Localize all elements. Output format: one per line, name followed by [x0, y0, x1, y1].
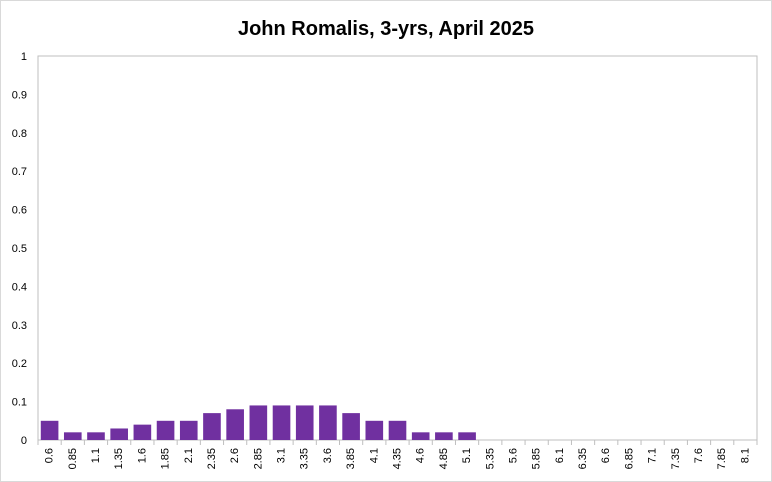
bar — [110, 428, 128, 440]
x-tick-label: 3.85 — [345, 448, 357, 469]
x-tick-label: 7.35 — [670, 448, 682, 469]
x-tick-label: 7.6 — [693, 448, 705, 463]
x-tick-label: 2.35 — [206, 448, 218, 469]
y-tick-label: 0.9 — [12, 89, 27, 101]
bar — [458, 432, 476, 440]
bar — [365, 420, 384, 440]
y-tick-label: 0.6 — [12, 205, 27, 217]
bar — [40, 420, 59, 440]
bar — [156, 420, 175, 440]
bar — [319, 405, 337, 440]
bar — [411, 432, 430, 440]
bar — [388, 420, 407, 440]
y-tick-label: 0.1 — [12, 397, 27, 409]
bar — [63, 432, 82, 440]
x-tick-label: 5.35 — [484, 448, 496, 469]
x-tick-label: 5.85 — [531, 448, 543, 469]
x-tick-label: 3.1 — [276, 448, 288, 463]
x-tick-label: 4.35 — [392, 448, 404, 469]
bar — [295, 405, 314, 440]
x-axis-labels: 0.6 0.85 1.1 1.35 1.6 1.85 2.1 2.35 2.6 2.85 3.1 3.… — [44, 448, 752, 469]
x-tick-label: 8.1 — [739, 448, 751, 463]
bar — [435, 432, 453, 440]
x-tick-label: 2.85 — [252, 448, 264, 469]
bar-series — [40, 405, 476, 440]
x-tick-label: 0.85 — [67, 448, 79, 469]
x-tick-label: 4.85 — [438, 448, 450, 469]
x-tick-label: 3.6 — [322, 448, 334, 463]
plot-area — [37, 55, 758, 441]
bar — [133, 424, 152, 440]
x-tick-label: 7.1 — [647, 448, 659, 463]
x-tick-label: 1.85 — [160, 448, 172, 469]
x-tick-label: 3.35 — [299, 448, 311, 469]
y-tick-label: 0.2 — [12, 358, 27, 370]
x-tick-label: 6.1 — [554, 448, 566, 463]
chart-title: John Romalis, 3-yrs, April 2025 — [237, 18, 535, 40]
x-tick-label: 4.6 — [415, 448, 427, 463]
bar — [226, 409, 244, 440]
y-tick-label: 0.3 — [12, 320, 27, 332]
x-tick-label: 6.85 — [623, 448, 635, 469]
x-tick-label: 6.6 — [600, 448, 612, 463]
x-tick-label: 6.35 — [577, 448, 589, 469]
bar — [342, 413, 360, 440]
x-tick-label: 0.6 — [44, 448, 56, 463]
bar — [272, 405, 291, 440]
x-tick-label: 1.1 — [90, 448, 102, 463]
x-tick-label: 2.6 — [229, 448, 241, 463]
bar — [203, 413, 221, 440]
y-tick-label: 0.5 — [12, 243, 27, 255]
bar — [249, 405, 268, 440]
bar — [179, 420, 198, 440]
x-tick-label: 5.6 — [507, 448, 519, 463]
y-axis-ticks: 0 0.1 0.2 0.3 0.4 0.5 0.6 0.7 0.8 0.9 1 — [12, 51, 27, 447]
x-tick-label: 2.1 — [183, 448, 195, 463]
x-tick-label: 4.1 — [368, 448, 380, 463]
x-tick-label: 5.1 — [461, 448, 473, 463]
y-tick-label: 0.7 — [12, 166, 27, 178]
y-tick-label: 1 — [21, 51, 27, 63]
y-tick-label: 0.8 — [12, 128, 27, 140]
x-tick-label: 1.6 — [136, 448, 148, 463]
x-axis-ticks — [37, 440, 758, 445]
y-tick-label: 0 — [21, 435, 27, 447]
bar — [87, 432, 105, 440]
y-tick-label: 0.4 — [12, 281, 27, 293]
x-tick-label: 1.35 — [113, 448, 125, 469]
x-tick-label: 7.85 — [716, 448, 728, 469]
